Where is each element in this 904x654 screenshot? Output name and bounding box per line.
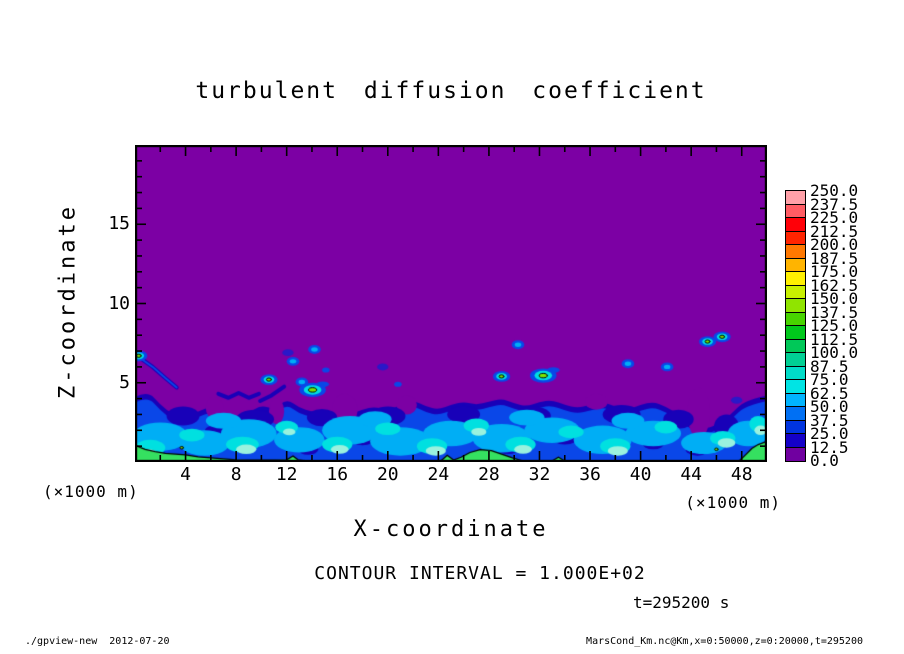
- colorbar-label: 112.5: [810, 329, 859, 349]
- x-tick-label: 40: [629, 464, 652, 485]
- colorbar-label: 62.5: [810, 383, 849, 403]
- colorbar-label: 212.5: [810, 221, 859, 241]
- x-tick-label: 32: [528, 464, 551, 485]
- colorbar-label: 75.0: [810, 370, 849, 389]
- contour-field-canvas: [135, 145, 767, 462]
- colorbar-label: 137.5: [810, 302, 859, 322]
- x-tick-label: 24: [427, 464, 450, 485]
- y-tick-label: 5: [119, 371, 130, 393]
- x-axis-label: X-coordinate: [353, 517, 549, 542]
- colorbar-label: 12.5: [810, 437, 849, 457]
- colorbar-label: 187.5: [810, 248, 859, 268]
- colorbar-label: 175.0: [810, 262, 859, 281]
- x-axis-unit-label: (×1000 m): [685, 493, 781, 512]
- x-tick-label: 12: [275, 464, 298, 485]
- colorbar-label: 0.0: [810, 451, 839, 470]
- y-axis-unit-label: (×1000 m): [43, 482, 139, 501]
- plot-area: [135, 145, 767, 462]
- colorbar-label: 125.0: [810, 316, 859, 335]
- colorbar-label: 150.0: [810, 289, 859, 308]
- colorbar-label: 162.5: [810, 275, 859, 295]
- colorbar-label: 50.0: [810, 397, 849, 416]
- chart-title: turbulent diffusion coefficient: [195, 78, 707, 104]
- colorbar-label: 25.0: [810, 424, 849, 443]
- x-tick-label: 8: [230, 464, 242, 485]
- x-tick-label: 20: [376, 464, 399, 485]
- colorbar-label: 237.5: [810, 194, 859, 214]
- colorbar-label: 225.0: [810, 208, 859, 227]
- colorbar-cell: [785, 446, 806, 462]
- y-axis-label: Z-coordinate: [55, 204, 81, 399]
- x-tick-label: 16: [326, 464, 349, 485]
- contour-interval-note: CONTOUR INTERVAL = 1.000E+02: [314, 563, 646, 584]
- y-tick-label: 10: [108, 292, 130, 314]
- colorbar-label: 37.5: [810, 410, 849, 430]
- x-tick-label: 48: [730, 464, 753, 485]
- x-tick-label: 28: [478, 464, 500, 485]
- x-tick-label: 36: [579, 464, 601, 485]
- x-tick-label: 4: [180, 464, 191, 485]
- y-tick-label: 15: [108, 213, 130, 235]
- data-source-stamp: MarsCond_Km.nc@Km,x=0:50000,z=0:20000,t=…: [586, 636, 863, 647]
- program-stamp: ./gpview-new 2012-07-20: [25, 636, 170, 647]
- colorbar-label: 200.0: [810, 235, 859, 254]
- colorbar-label: 87.5: [810, 356, 849, 376]
- colorbar-label: 250.0: [810, 181, 859, 200]
- time-label: t=295200 s: [633, 593, 730, 612]
- colorbar-label: 100.0: [810, 343, 859, 362]
- x-tick-label: 44: [680, 464, 702, 485]
